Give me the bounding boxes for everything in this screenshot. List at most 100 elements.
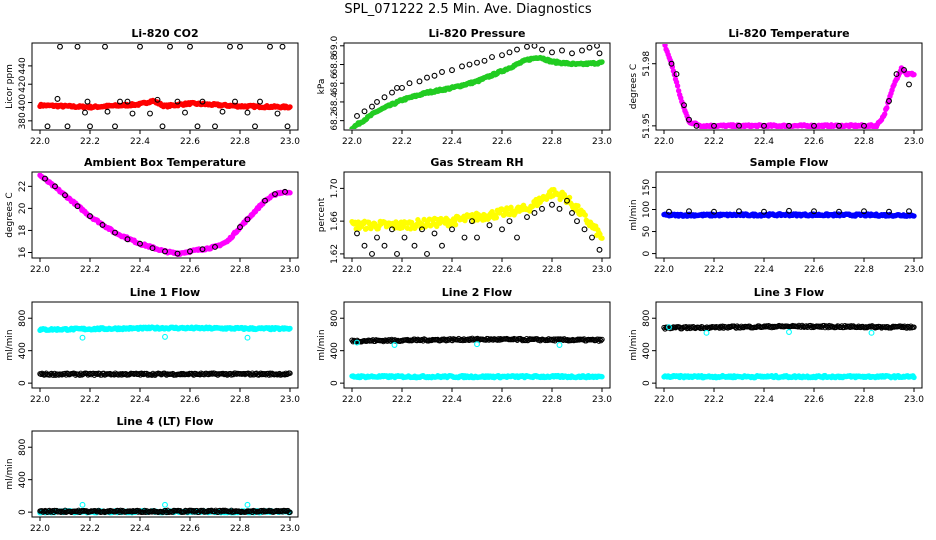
x-tick-label: 22.0 (342, 265, 362, 275)
chart-title: Li-820 CO2 (131, 27, 198, 40)
y-tick-label: 1.62 (330, 244, 340, 264)
data-point (786, 122, 792, 129)
data-point (424, 74, 430, 81)
data-point (431, 72, 438, 79)
series-dense (349, 54, 605, 129)
x-tick-label: 22.4 (130, 395, 150, 405)
data-point (406, 80, 413, 87)
data-point (58, 509, 64, 515)
x-tick-label: 22.6 (492, 137, 512, 147)
plot-frame (655, 171, 923, 259)
x-tick-label: 23.0 (280, 265, 300, 275)
x-tick-label: 22.6 (180, 395, 200, 405)
x-tick-label: 23.0 (904, 395, 924, 405)
data-point (449, 67, 455, 74)
data-point (466, 61, 473, 68)
series-sparse (44, 44, 291, 129)
data-point (167, 44, 173, 50)
data-point (162, 333, 168, 340)
series-black-dense (37, 370, 293, 378)
data-point (531, 210, 538, 216)
x-tick-label: 22.8 (854, 137, 874, 147)
chart-title: Gas Stream RH (430, 156, 523, 169)
data-point (556, 205, 563, 212)
data-point (711, 122, 717, 129)
data-point (129, 110, 136, 117)
y-tick-label: 800 (18, 309, 28, 326)
chart-title: Li-820 Temperature (728, 27, 849, 40)
x-tick-label: 22.8 (542, 395, 562, 405)
series-cyan-dense (37, 324, 293, 333)
chart-line3: Line 3 Flow 22.0 22.2 22.4 22.6 22.8 23.0 0 400 8… (629, 286, 924, 405)
x-tick-label: 22.4 (754, 137, 774, 147)
series-dense (349, 186, 605, 241)
data-point (761, 208, 767, 215)
data-point (279, 44, 286, 50)
data-point (474, 341, 480, 348)
data-point (599, 374, 605, 380)
data-point (199, 98, 206, 105)
data-point (354, 339, 360, 346)
data-point (244, 334, 251, 341)
y-tick-label: 400 (642, 342, 652, 359)
x-tick-label: 22.2 (392, 137, 412, 147)
chart-title: Line 4 (LT) Flow (117, 415, 214, 428)
x-tick-label: 22.4 (754, 265, 774, 275)
data-point (506, 218, 513, 225)
data-point (212, 244, 218, 250)
y-tick-label: 51.98 (642, 51, 652, 77)
data-point (439, 242, 445, 249)
plot-area (349, 186, 605, 257)
data-point (389, 89, 395, 96)
plot-frame (31, 42, 299, 131)
chart-line4: Line 4 (LT) Flow 22.0 22.2 22.4 22.6 22.8 23.0… (5, 415, 300, 534)
plot-area (661, 207, 917, 219)
data-point (449, 226, 455, 233)
data-point (74, 44, 81, 50)
plot-frame (343, 301, 611, 389)
data-point (194, 123, 201, 129)
series-cyan-outliers (79, 333, 251, 341)
y-tick-label: 20 (18, 202, 28, 214)
data-point (911, 324, 917, 330)
data-point (257, 98, 263, 105)
plot-frame (31, 430, 299, 518)
y-axis-label: kPa (317, 79, 327, 95)
data-point (287, 104, 293, 110)
x-tick-label: 22.0 (654, 265, 674, 275)
series-cyan-dense (349, 372, 605, 381)
x-tick-label: 23.0 (904, 137, 924, 147)
data-point (461, 234, 468, 241)
series-black-dense (37, 507, 293, 516)
data-point (274, 110, 281, 117)
data-point (374, 234, 380, 241)
series-dense (661, 211, 917, 219)
data-point (474, 234, 480, 241)
x-tick-label: 22.8 (854, 395, 874, 405)
y-tick-label: 68.6 (330, 73, 340, 93)
x-tick-label: 23.0 (592, 395, 612, 405)
data-point (474, 59, 480, 66)
x-tick-label: 22.2 (704, 137, 724, 147)
y-axis-label: ml/min (317, 329, 327, 360)
data-point (272, 191, 278, 198)
data-point (486, 222, 493, 229)
data-point (199, 246, 206, 253)
data-point (227, 44, 233, 50)
chart-title: Sample Flow (750, 156, 829, 169)
y-tick-label: 380 (18, 112, 28, 129)
data-point (159, 123, 166, 129)
x-tick-label: 22.2 (392, 395, 412, 405)
series-cyan-outliers (666, 324, 875, 336)
data-point (681, 102, 687, 109)
data-point (559, 47, 565, 54)
x-tick-label: 22.2 (704, 395, 724, 405)
y-tick-label: 800 (642, 309, 652, 326)
data-point (666, 208, 672, 215)
x-tick-label: 22.4 (130, 265, 150, 275)
y-tick-label: 100 (642, 201, 652, 218)
x-tick-label: 23.0 (592, 137, 612, 147)
y-tick-label: 68.2 (330, 111, 340, 131)
y-tick-label: 440 (18, 57, 28, 74)
data-point (674, 83, 681, 89)
